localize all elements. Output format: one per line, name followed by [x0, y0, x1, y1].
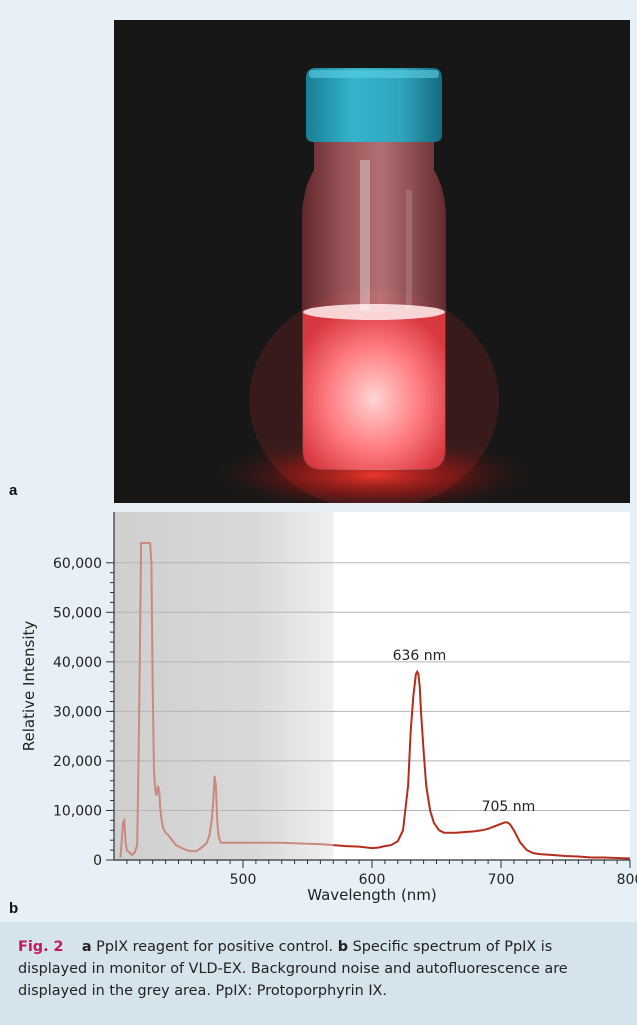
y-tick-label: 0 [93, 853, 102, 869]
vial-liquid [303, 312, 445, 469]
y-tick-label: 20,000 [53, 754, 102, 770]
caption-a-letter: a [81, 939, 92, 955]
y-tick-label: 10,000 [53, 803, 102, 819]
y-tick-label: 60,000 [53, 556, 102, 572]
vial-photo-drawing [114, 20, 630, 503]
y-axis-label: Relative Intensity [20, 621, 38, 752]
spectrum-line-grey-area [119, 542, 334, 858]
spectrum-line [333, 669, 631, 860]
y-tick-label: 30,000 [53, 704, 102, 720]
y-tick-label: 40,000 [53, 655, 102, 671]
y-tick-label: 50,000 [53, 605, 102, 621]
spectrum-chart: 0 10,000 20,000 30,000 40,000 50,000 60,000 500… [20, 512, 637, 904]
spectrum-chart-panel: 0 10,000 20,000 30,000 40,000 50,000 60,000 500… [0, 508, 637, 920]
x-tick-label: 700 [488, 872, 515, 888]
grey-area [114, 512, 334, 860]
caption-b-text: Specific spectrum of PpIX is displayed i… [18, 939, 568, 999]
figure-number: Fig. 2 [18, 939, 64, 955]
panel-b-label: b [9, 900, 19, 917]
x-tick-label: 600 [359, 872, 386, 888]
caption-a-text: PpIX reagent for positive control. [96, 939, 334, 955]
peak-annotation: 705 nm [482, 799, 536, 815]
x-tick-label: 800 [617, 872, 637, 888]
figure-caption: Fig. 2 a PpIX reagent for positive contr… [0, 922, 637, 1025]
vial-cap [306, 68, 442, 142]
panel-a-label: a [9, 482, 18, 499]
x-tick-label: 500 [230, 872, 257, 888]
peak-annotation: 636 nm [393, 648, 447, 664]
vial-photograph [114, 20, 630, 503]
x-axis-label: Wavelength (nm) [307, 886, 437, 904]
caption-text: Fig. 2 a PpIX reagent for positive contr… [18, 936, 623, 1002]
caption-b-letter: b [337, 939, 348, 955]
